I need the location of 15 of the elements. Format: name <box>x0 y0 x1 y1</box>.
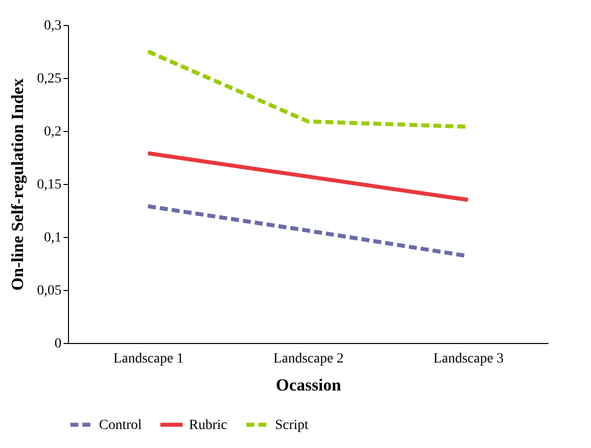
y-axis-title: On-line Self-regulation Index <box>8 78 27 291</box>
y-tick-label: 0,15 <box>37 178 62 192</box>
legend-label: Rubric <box>189 418 228 433</box>
x-axis-title: Ocassion <box>276 376 342 394</box>
x-tick-label: Landscape 1 <box>113 352 184 366</box>
y-tick-label: 0,05 <box>37 284 62 298</box>
y-tick-label: 0 <box>54 336 62 352</box>
y-tick-label: 0,2 <box>44 124 62 140</box>
y-tick-label: 0,25 <box>37 72 62 86</box>
x-tick-label: Landscape 2 <box>273 352 344 366</box>
x-tick-label: Landscape 3 <box>433 352 504 366</box>
legend-label: Script <box>275 418 309 433</box>
y-tick-label: 0,1 <box>44 230 62 246</box>
y-tick-label: 0,3 <box>44 18 62 34</box>
legend-label: Control <box>99 418 142 433</box>
